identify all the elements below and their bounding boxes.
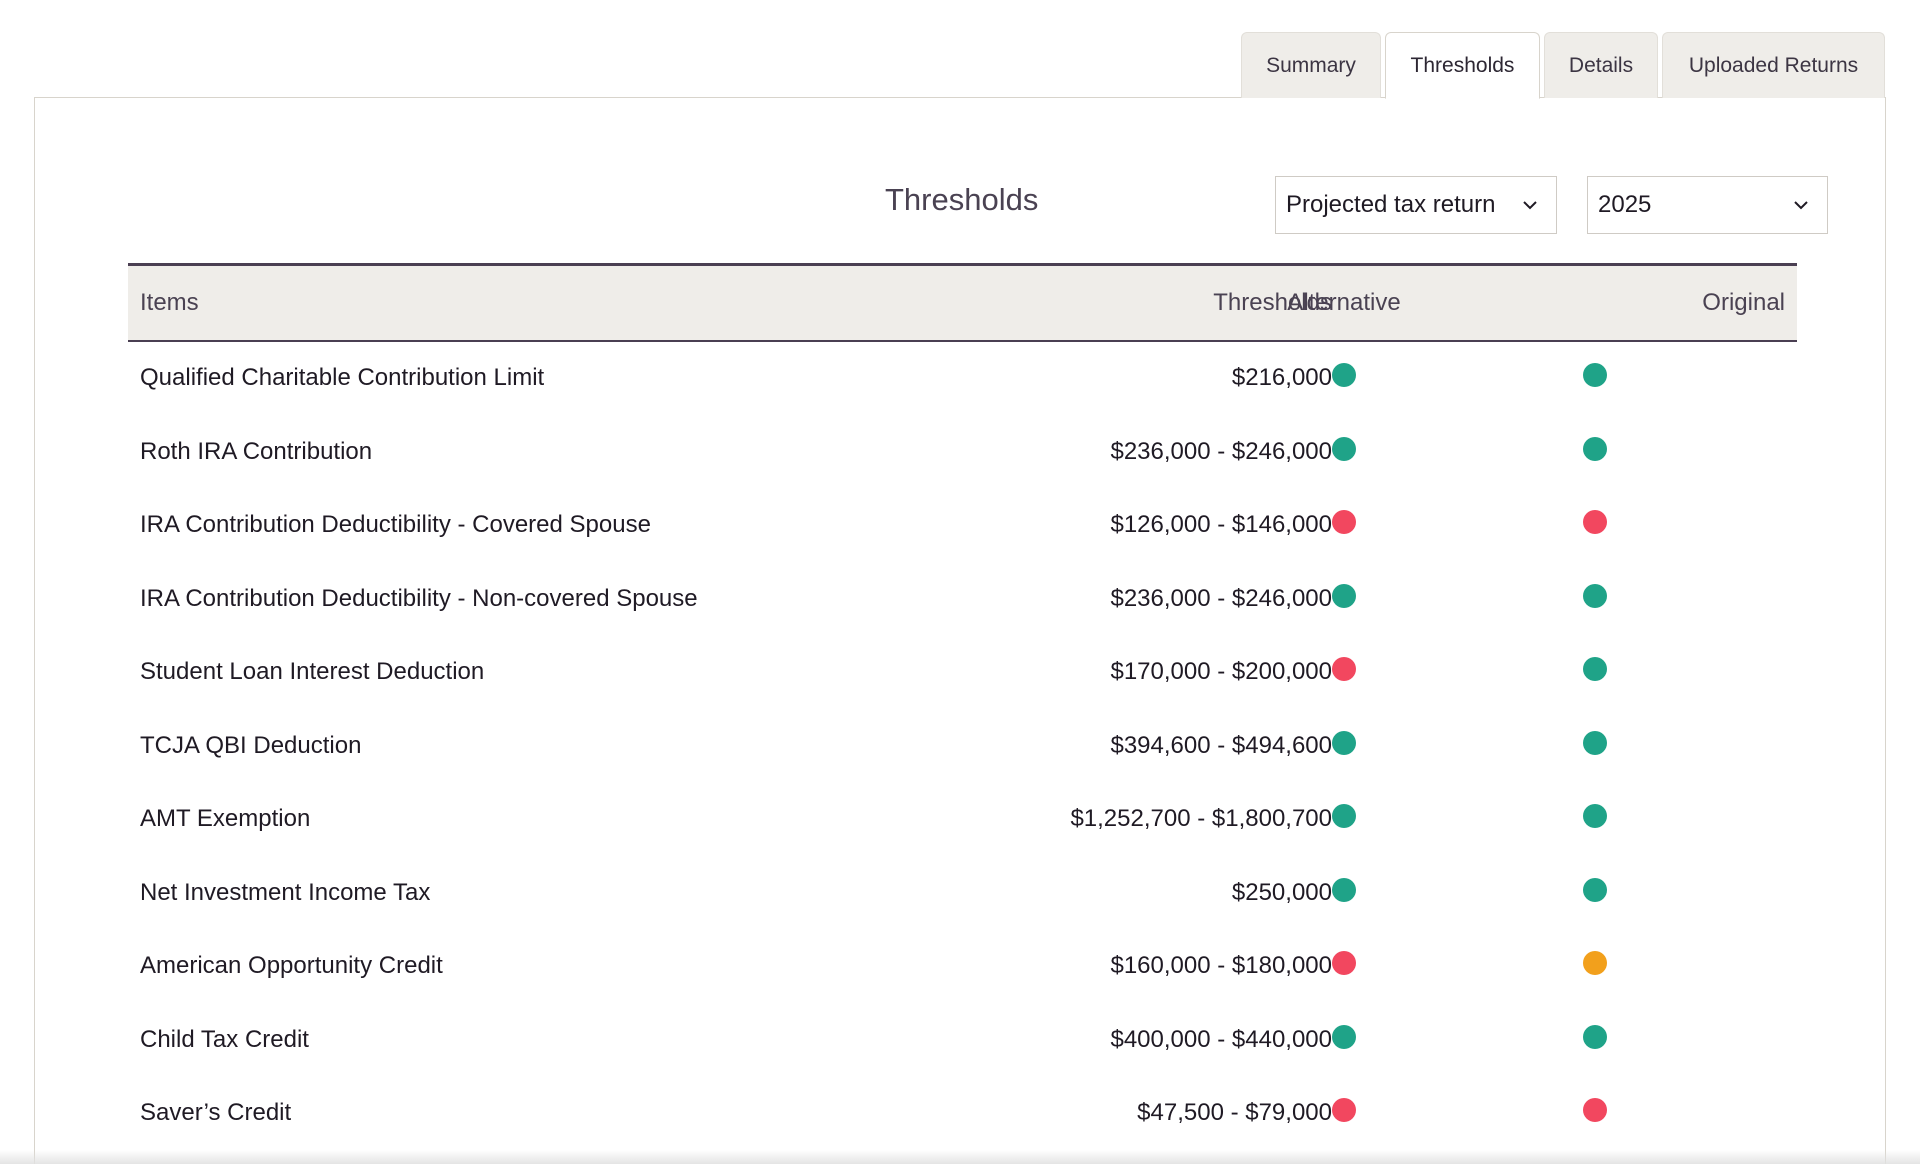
row-threshold-value: $394,600 - $494,600 — [1110, 731, 1332, 759]
table-row: Student Loan Interest Deduction $170,000 … — [128, 636, 1797, 710]
alternative-status-dot — [1332, 1098, 1356, 1122]
table-row: Saver’s Credit $47,500 - $79,000 — [128, 1077, 1797, 1151]
row-item-label: IRA Contribution Deductibility - Covered… — [140, 511, 651, 538]
chevron-down-icon — [1794, 201, 1808, 210]
original-status-dot — [1583, 877, 1607, 902]
row-threshold-value: $47,500 - $79,000 — [1137, 1099, 1332, 1126]
return-type-value: Projected tax return — [1286, 191, 1496, 218]
alternative-status-dot — [1332, 877, 1356, 902]
year-select[interactable]: 2025 — [1587, 176, 1828, 234]
row-item-label: Child Tax Credit — [140, 1025, 309, 1053]
row-item-label: American Opportunity Credit — [140, 952, 443, 979]
row-item-label: Saver’s Credit — [140, 1099, 292, 1126]
original-status-dot — [1583, 804, 1607, 828]
page-title: Thresholds — [885, 182, 1039, 217]
row-item-label: IRA Contribution Deductibility - Non-cov… — [140, 584, 698, 612]
tab-details[interactable]: Details — [1544, 32, 1658, 98]
column-header-thresholds: Thresholds — [1213, 289, 1332, 316]
table-row: Child Tax Credit $400,000 - $440,000 — [128, 1004, 1797, 1078]
original-status-dot — [1583, 1024, 1607, 1049]
table-row: AMT Exemption $1,252,700 - $1,800,700 — [128, 783, 1797, 857]
alternative-status-dot — [1332, 657, 1356, 681]
alternative-status-dot — [1332, 1024, 1356, 1049]
table-header: Items Thresholds Alternative Original — [128, 263, 1797, 342]
alternative-status-dot — [1332, 510, 1356, 534]
original-status-dot — [1583, 730, 1607, 755]
row-item-label: Student Loan Interest Deduction — [140, 658, 485, 685]
alternative-status-dot — [1332, 363, 1356, 387]
alternative-status-dot — [1332, 804, 1356, 828]
original-status-dot — [1583, 657, 1607, 681]
row-threshold-value: $160,000 - $180,000 — [1110, 952, 1332, 979]
table-row: IRA Contribution Deductibility - Covered… — [128, 489, 1797, 563]
table-body: Qualified Charitable Contribution Limit $… — [128, 342, 1797, 1151]
row-threshold-value: $216,000 — [1231, 364, 1332, 391]
table-row: Roth IRA Contribution $236,000 - $246,000 — [128, 416, 1797, 490]
table-row: IRA Contribution Deductibility - Non-cov… — [128, 563, 1797, 637]
row-item-label: Net Investment Income Tax — [140, 878, 431, 906]
column-header-items: Items — [140, 289, 199, 316]
table-row: Qualified Charitable Contribution Limit $… — [128, 342, 1797, 416]
tab-thresholds[interactable]: Thresholds — [1385, 32, 1540, 99]
column-header-alternative: Alternative — [1287, 289, 1401, 316]
tab-bar: Summary Thresholds Details Uploaded Retu… — [1241, 32, 1885, 99]
row-item-label: Qualified Charitable Contribution Limit — [140, 364, 545, 391]
row-threshold-value: $126,000 - $146,000 — [1110, 511, 1332, 538]
original-status-dot — [1583, 510, 1607, 534]
tab-summary[interactable]: Summary — [1241, 32, 1381, 98]
table-row: American Opportunity Credit $160,000 - $1… — [128, 930, 1797, 1004]
chevron-down-icon — [1523, 201, 1537, 210]
original-status-dot — [1583, 436, 1607, 461]
tab-uploaded-returns[interactable]: Uploaded Returns — [1662, 32, 1885, 98]
row-threshold-value: $1,252,700 - $1,800,700 — [1070, 805, 1332, 832]
row-threshold-value: $170,000 - $200,000 — [1110, 658, 1332, 685]
thresholds-panel: Thresholds Projected tax return 2025 Ite… — [34, 97, 1886, 1164]
row-item-label: AMT Exemption — [140, 805, 311, 832]
original-status-dot — [1583, 363, 1607, 387]
row-item-label: TCJA QBI Deduction — [140, 731, 362, 759]
column-header-original: Original — [1702, 289, 1785, 316]
row-threshold-value: $236,000 - $246,000 — [1110, 584, 1332, 612]
alternative-status-dot — [1332, 583, 1356, 608]
original-status-dot — [1583, 1098, 1607, 1122]
alternative-status-dot — [1332, 730, 1356, 755]
row-threshold-value: $236,000 - $246,000 — [1110, 437, 1332, 465]
row-threshold-value: $400,000 - $440,000 — [1110, 1025, 1332, 1053]
row-threshold-value: $250,000 — [1231, 878, 1332, 906]
original-status-dot — [1583, 951, 1607, 975]
original-status-dot — [1583, 583, 1607, 608]
table-row: Net Investment Income Tax $250,000 — [128, 857, 1797, 931]
alternative-status-dot — [1332, 951, 1356, 975]
year-value: 2025 — [1598, 191, 1652, 218]
panel-header: Thresholds Projected tax return 2025 — [128, 176, 1828, 234]
row-item-label: Roth IRA Contribution — [140, 437, 373, 465]
return-type-select[interactable]: Projected tax return — [1275, 176, 1557, 234]
scroll-fade — [0, 1150, 1920, 1164]
thresholds-table: Items Thresholds Alternative Original Qu… — [128, 263, 1797, 1151]
table-row: TCJA QBI Deduction $394,600 - $494,600 — [128, 710, 1797, 784]
alternative-status-dot — [1332, 436, 1356, 461]
